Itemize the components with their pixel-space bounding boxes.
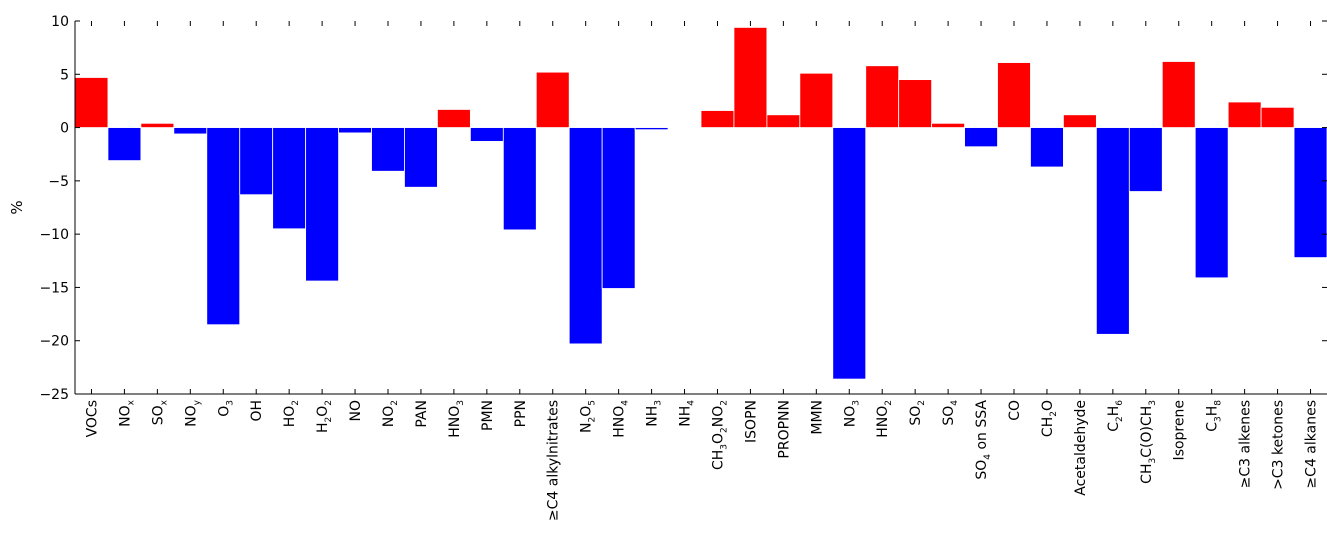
bar (305, 127, 339, 282)
x-tick-label: CH3​C(O)CH3​ (1139, 400, 1158, 484)
x-tick-label: ≥C4 alkylnitrates (546, 400, 562, 521)
bar (568, 127, 603, 345)
bar (832, 127, 867, 380)
x-tick-label: NOx​ (117, 399, 136, 427)
bar (865, 65, 900, 128)
bar (1227, 101, 1262, 128)
y-ticks-group: 10 5 0 −5 −10 −15 −20 −25 (39, 14, 1327, 403)
bar (1161, 61, 1196, 128)
x-tick-label: CO (1007, 400, 1023, 421)
bar (634, 127, 669, 131)
bar (700, 110, 735, 128)
x-tick-label: HNO2​ (875, 400, 894, 438)
x-ticks-group: VOCs NOx​ SOx​ NOy​ O3​ OH HO2​ H2​O2​ NO NO2​ PAN… (84, 21, 1320, 521)
x-tick-label: C2​H6​ (1106, 400, 1125, 432)
x-tick-label: SO4​ (941, 400, 960, 426)
bar (1260, 106, 1295, 128)
bar (766, 114, 801, 128)
x-tick-label: SOx​ (150, 399, 169, 425)
x-tick-label: N2​O5​ (579, 400, 598, 433)
y-tick-label: −15 (39, 280, 69, 296)
bar (1194, 127, 1229, 279)
x-tick-label: >C3 ketones (1271, 400, 1287, 490)
x-tick-label: H2​O2​ (315, 400, 334, 433)
x-tick-label: NO (348, 400, 364, 422)
bar (239, 127, 274, 196)
x-tick-label: PPN (513, 400, 529, 427)
bar (1128, 127, 1163, 192)
bar (404, 127, 438, 188)
bar (272, 127, 307, 230)
x-tick-label: PMN (480, 400, 496, 431)
y-tick-label: −10 (39, 227, 69, 243)
bar (1293, 127, 1327, 258)
x-tick-label: HNO3​ (447, 400, 466, 438)
x-tick-label: HO2​ (282, 400, 301, 427)
y-tick-label: 0 (60, 121, 69, 137)
x-tick-label: C3​H8​ (1205, 400, 1224, 432)
bar (371, 127, 405, 172)
y-tick-label: −25 (39, 387, 69, 403)
y-tick-label: −20 (39, 334, 69, 350)
x-tick-label: ≥C3 alkenes (1238, 400, 1254, 488)
bar (140, 122, 175, 128)
y-tick-label: 5 (60, 67, 69, 83)
x-tick-label: PROPNN (776, 400, 792, 459)
bar (964, 127, 998, 148)
x-tick-label: Acetaldehyde (1073, 400, 1089, 496)
axes-group (74, 21, 1327, 395)
bar (898, 79, 933, 128)
bars-group (74, 26, 1327, 380)
x-tick-label: CH2​O (1040, 400, 1059, 437)
x-tick-label: VOCs (84, 400, 100, 437)
bar (173, 127, 208, 135)
bar (535, 71, 570, 128)
x-tick-label: NOy​ (183, 399, 202, 427)
x-tick-label: SO2​ (908, 400, 927, 426)
y-axis-label: % (8, 200, 26, 214)
bar (733, 26, 768, 128)
bar (799, 72, 834, 128)
x-tick-label: SO4​ on SSA (974, 400, 993, 480)
bar (997, 62, 1031, 128)
x-tick-label: PAN (414, 400, 430, 428)
bar (206, 127, 241, 326)
x-tick-label: CH3​O2​NO2​ (710, 400, 729, 470)
bar (107, 127, 142, 162)
bar (502, 127, 537, 231)
bar (74, 77, 109, 128)
x-tick-label: NO3​ (842, 400, 861, 427)
bar (437, 109, 471, 128)
bar (1095, 127, 1130, 335)
x-tick-label: NO2​ (381, 400, 400, 427)
x-tick-label: NH4​ (678, 400, 697, 427)
y-tick-label: −5 (48, 174, 69, 190)
x-tick-label: HNO4​ (612, 400, 631, 438)
x-tick-label: Isoprene (1172, 400, 1188, 460)
x-tick-label: OH (249, 400, 265, 422)
bar (931, 122, 965, 128)
x-tick-label: ≥C4 alkanes (1304, 400, 1320, 489)
bar (1063, 114, 1097, 128)
bar (1030, 127, 1064, 168)
bar (469, 127, 504, 142)
x-tick-label: O3​ (216, 400, 235, 417)
x-tick-label: MMN (809, 400, 825, 435)
bar (338, 127, 372, 134)
x-tick-label: ISOPN (743, 400, 759, 443)
bar (601, 127, 636, 289)
x-tick-label: NH3​ (645, 400, 664, 427)
y-tick-label: 10 (51, 14, 69, 30)
